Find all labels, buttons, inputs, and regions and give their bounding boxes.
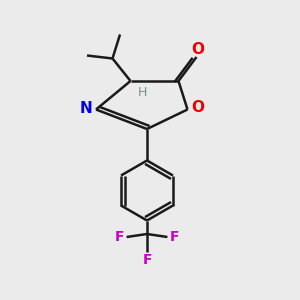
- Text: H: H: [138, 86, 147, 99]
- Text: O: O: [191, 42, 204, 57]
- Text: F: F: [115, 230, 125, 244]
- Text: F: F: [142, 253, 152, 266]
- Text: N: N: [80, 101, 93, 116]
- Text: O: O: [191, 100, 205, 116]
- Text: F: F: [169, 230, 179, 244]
